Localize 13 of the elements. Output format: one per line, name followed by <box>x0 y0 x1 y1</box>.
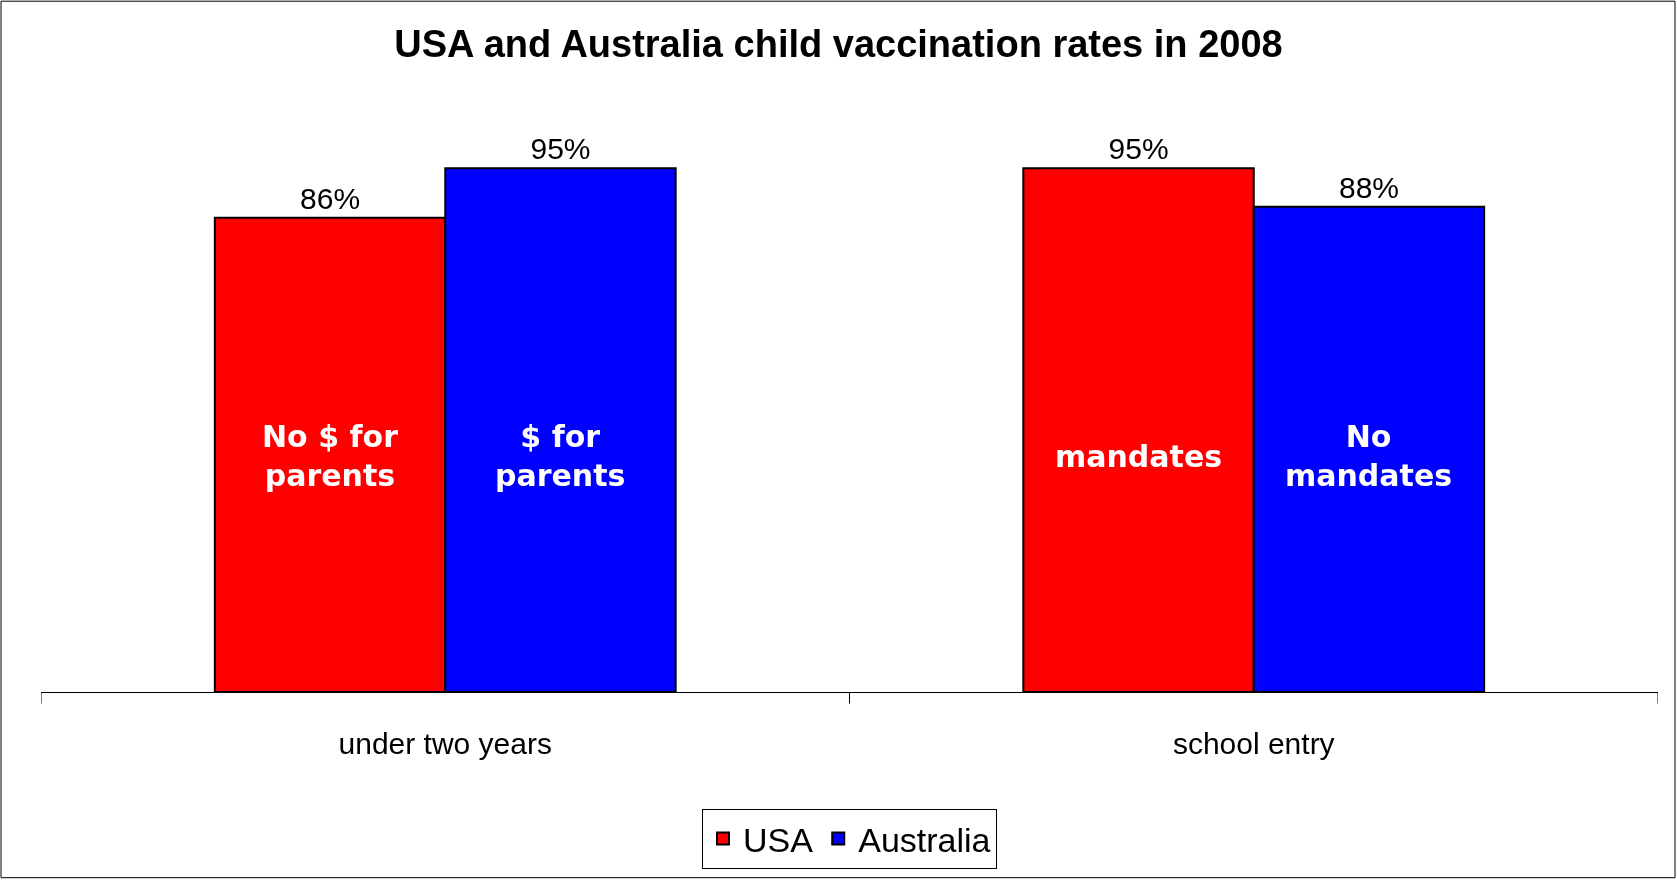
data-label: 86% <box>300 181 361 215</box>
annotation: No $ for parents <box>262 419 399 493</box>
x-tick-label: school entry <box>1172 727 1335 760</box>
data-label: 95% <box>1108 132 1169 166</box>
x-tick-label: under two years <box>338 727 552 760</box>
annotation: mandates <box>1055 439 1223 474</box>
legend-label: USA <box>743 820 814 859</box>
legend-label: Australia <box>858 820 991 859</box>
data-label: 88% <box>1338 170 1399 204</box>
annotation: No mandates <box>1285 419 1453 493</box>
data-label: 95% <box>530 132 591 166</box>
annotation: $ for parents <box>495 419 626 493</box>
chart-title: USA and Australia child vaccination rates in 2008 <box>394 23 1283 66</box>
